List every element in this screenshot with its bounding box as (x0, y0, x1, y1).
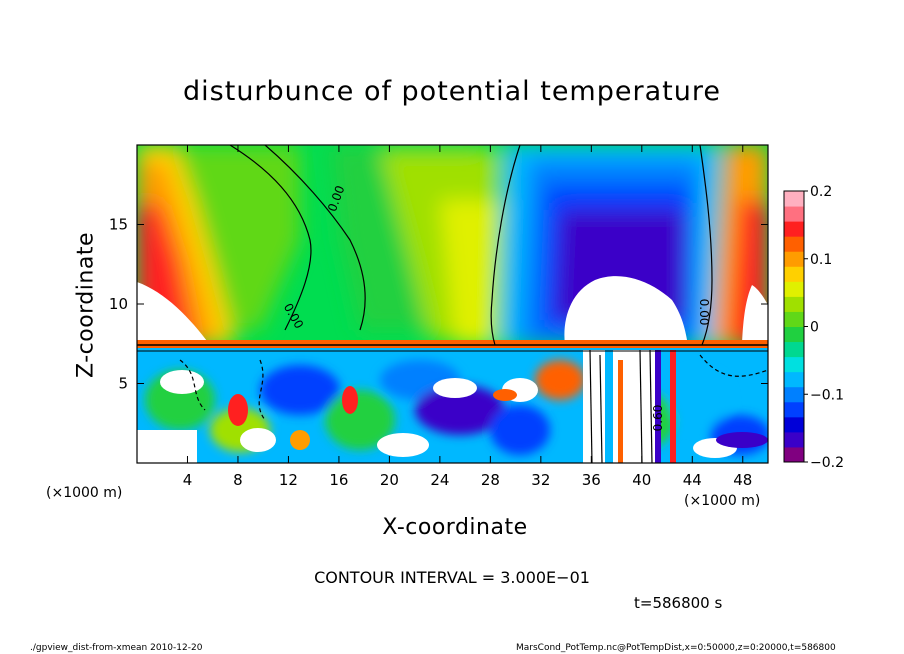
colorbar-swatch (784, 206, 804, 222)
contour-label-group: 0.000.00 0.000.60 (281, 184, 711, 432)
colorbar-tick-label: 0 (810, 320, 819, 336)
colorbar-swatch (784, 371, 804, 388)
y-tick-label: 10 (109, 295, 128, 313)
colorbar-swatch (784, 431, 804, 448)
footer-source: MarsCond_PotTemp.nc@PotTempDist,x=0:5000… (516, 643, 836, 653)
x-tick-label: 8 (233, 471, 243, 489)
colorbar-swatch (784, 401, 804, 418)
colorbar-swatch (784, 281, 804, 297)
y-axis: 5 10 15 (109, 216, 768, 393)
x-tick-label: 16 (329, 471, 348, 489)
x-unit-label-left: (×1000 m) (46, 485, 123, 501)
contour-label: 0.00 (697, 299, 711, 326)
x-unit-label-right: (×1000 m) (684, 493, 761, 509)
x-tick-label: 28 (481, 471, 500, 489)
contour-interval-note: CONTOUR INTERVAL = 3.000E−01 (314, 568, 590, 587)
footer-script-name: ./gpview_dist-from-xmean 2010-12-20 (30, 643, 203, 653)
colorbar-tick-label: −0.2 (810, 455, 844, 471)
colorbar-swatch (784, 416, 804, 433)
colorbar-swatch (784, 311, 804, 327)
contour-label: 0.60 (651, 405, 665, 432)
x-tick-label: 36 (582, 471, 601, 489)
x-axis-label: X-coordinate (382, 515, 528, 540)
y-tick-label: 5 (118, 375, 128, 393)
x-axis: 4 8 12 16 20 24 28 32 36 40 44 48 (183, 145, 752, 489)
contour-lines (137, 145, 768, 463)
y-tick-label: 15 (109, 216, 128, 234)
colorbar-swatch (784, 251, 804, 267)
time-label: t=586800 s (634, 594, 723, 612)
colorbar-tick-label: 0.2 (810, 184, 832, 200)
x-tick-label: 24 (430, 471, 449, 489)
x-tick-label: 20 (380, 471, 399, 489)
colorbar-swatch (784, 341, 804, 358)
colorbar-swatch (784, 266, 804, 282)
colorbar-tick-label: 0.1 (810, 252, 832, 268)
x-tick-label: 12 (279, 471, 298, 489)
colorbar-swatch (784, 446, 804, 463)
chart-title: disturbunce of potential temperature (183, 76, 721, 107)
colorbar-swatch (784, 221, 804, 237)
colorbar-swatch (784, 191, 804, 207)
x-tick-label: 40 (632, 471, 651, 489)
x-tick-label: 48 (733, 471, 752, 489)
colorbar-swatch (784, 296, 804, 312)
colorbar-swatch (784, 326, 804, 343)
x-tick-label: 4 (183, 471, 193, 489)
colorbar-swatch (784, 386, 804, 403)
colorbar-swatch (784, 236, 804, 252)
x-tick-label: 44 (683, 471, 702, 489)
turbulent-layer (137, 348, 768, 463)
heatmap-field (137, 145, 768, 463)
colorbar: 0.2 0.1 0 −0.1 −0.2 (783, 184, 844, 471)
colorbar-swatch (784, 356, 804, 373)
x-tick-label: 32 (531, 471, 550, 489)
colorbar-tick-label: −0.1 (810, 387, 844, 403)
